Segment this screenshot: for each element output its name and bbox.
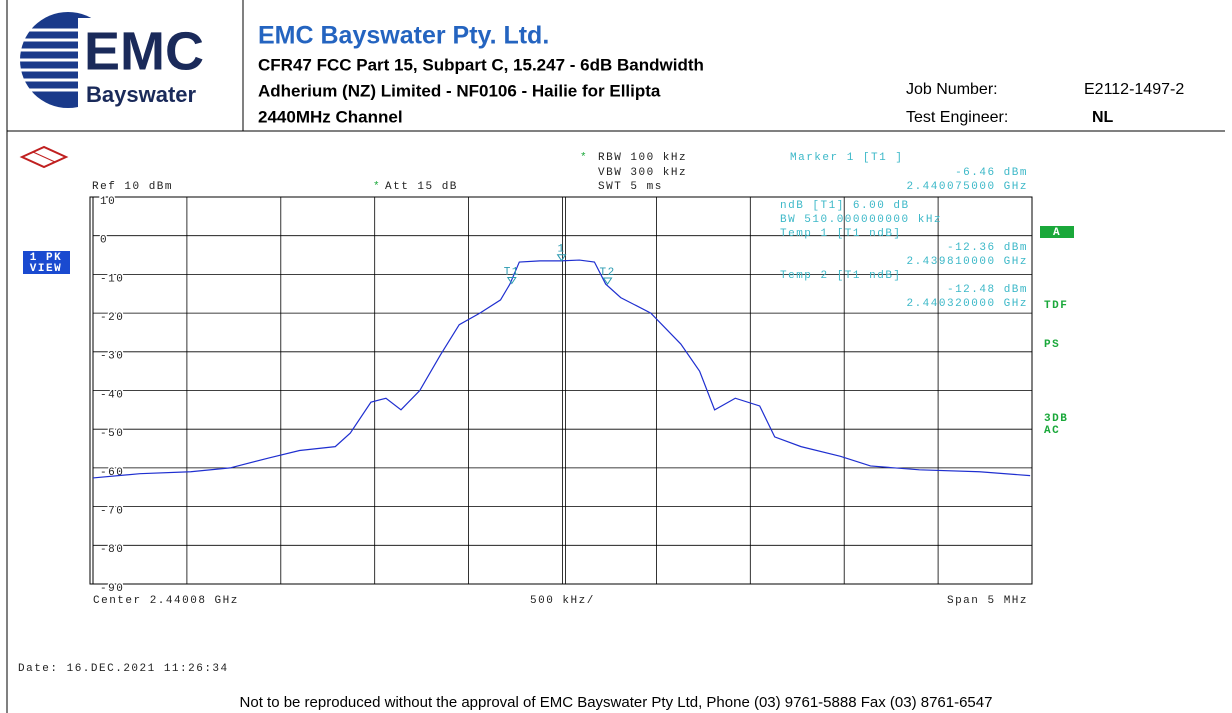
y-tick-label: -40: [100, 389, 124, 401]
logo: EMC Bayswater: [20, 12, 228, 110]
annotation: 500 kHz/: [530, 595, 595, 607]
trace: [92, 259, 1031, 479]
marker: [506, 277, 517, 285]
annotation: Date: 16.DEC.2021 11:26:34: [18, 663, 229, 675]
annotation: AC: [1044, 425, 1060, 437]
annotation: VBW 300 kHz: [598, 167, 687, 179]
annotation: 2.440075000 GHz: [906, 181, 1028, 193]
rs-logo: [19, 145, 69, 169]
annotation: VIEW: [30, 263, 62, 275]
annotation: SWT 5 ms: [598, 181, 663, 193]
y-tick-label: 0: [100, 235, 108, 247]
annotation: Temp 2 [T1 ndB]: [780, 270, 902, 282]
annotation: Ref 10 dBm: [92, 181, 173, 193]
annotation: ndB [T1] 6.00 dB: [780, 200, 910, 212]
annotation: BW 510.000000000 kHz: [780, 214, 942, 226]
annotation: -12.48 dBm: [947, 284, 1028, 296]
annotation: *: [580, 152, 588, 164]
annotation: 3DB: [1044, 413, 1068, 425]
frame: [6, 0, 1225, 713]
title-line: CFR47 FCC Part 15, Subpart C, 15.247 - 6…: [258, 55, 704, 74]
logo-main: EMC: [84, 21, 204, 81]
y-tick-label: -80: [100, 544, 124, 556]
job-label: Job Number:: [906, 81, 998, 98]
y-tick-label: -30: [100, 351, 124, 363]
job-value: E2112-1497-2: [1084, 81, 1184, 98]
annotation: Att 15 dB: [385, 181, 458, 193]
engineer-label: Test Engineer:: [906, 109, 1008, 126]
footer: Not to be reproduced without the approva…: [240, 694, 993, 711]
annotation: *: [373, 181, 381, 193]
annotation: -12.36 dBm: [947, 242, 1028, 254]
y-tick-label: -20: [100, 312, 124, 324]
y-tick-label: 10: [100, 196, 116, 208]
annotation: -6.46 dBm: [955, 167, 1028, 179]
marker-label: 1: [558, 244, 566, 256]
annotation: 2.439810000 GHz: [906, 256, 1028, 268]
marker: [556, 254, 567, 262]
marker: [602, 277, 613, 285]
y-tick-label: -70: [100, 506, 124, 518]
y-tick-label: -90: [100, 583, 124, 595]
annotation: Temp 1 [T1 ndB]: [780, 228, 902, 240]
engineer-value: NL: [1092, 109, 1114, 126]
title-line: 2440MHz Channel: [258, 107, 403, 126]
y-tick-label: -10: [100, 273, 124, 285]
annotation: PS: [1044, 339, 1060, 351]
annotation: Center 2.44008 GHz: [93, 595, 239, 607]
annotation: 2.440320000 GHz: [906, 298, 1028, 310]
annotation: TDF: [1044, 300, 1068, 312]
logo-sub: Bayswater: [86, 82, 197, 107]
trace-badge: [23, 251, 70, 274]
status-badge: [1040, 226, 1074, 238]
company: EMC Bayswater Pty. Ltd.: [258, 22, 549, 50]
y-tick-label: -50: [100, 428, 124, 440]
title-line: Adherium (NZ) Limited - NF0106 - Hailie …: [258, 81, 661, 100]
marker-label: T1: [504, 266, 520, 278]
annotation: RBW 100 kHz: [598, 152, 687, 164]
annotation: A: [1053, 227, 1061, 239]
annotation: Marker 1 [T1 ]: [790, 152, 903, 164]
annotation: 1 PK: [30, 252, 62, 264]
annotation: Span 5 MHz: [947, 595, 1028, 607]
marker-label: T2: [599, 267, 615, 279]
